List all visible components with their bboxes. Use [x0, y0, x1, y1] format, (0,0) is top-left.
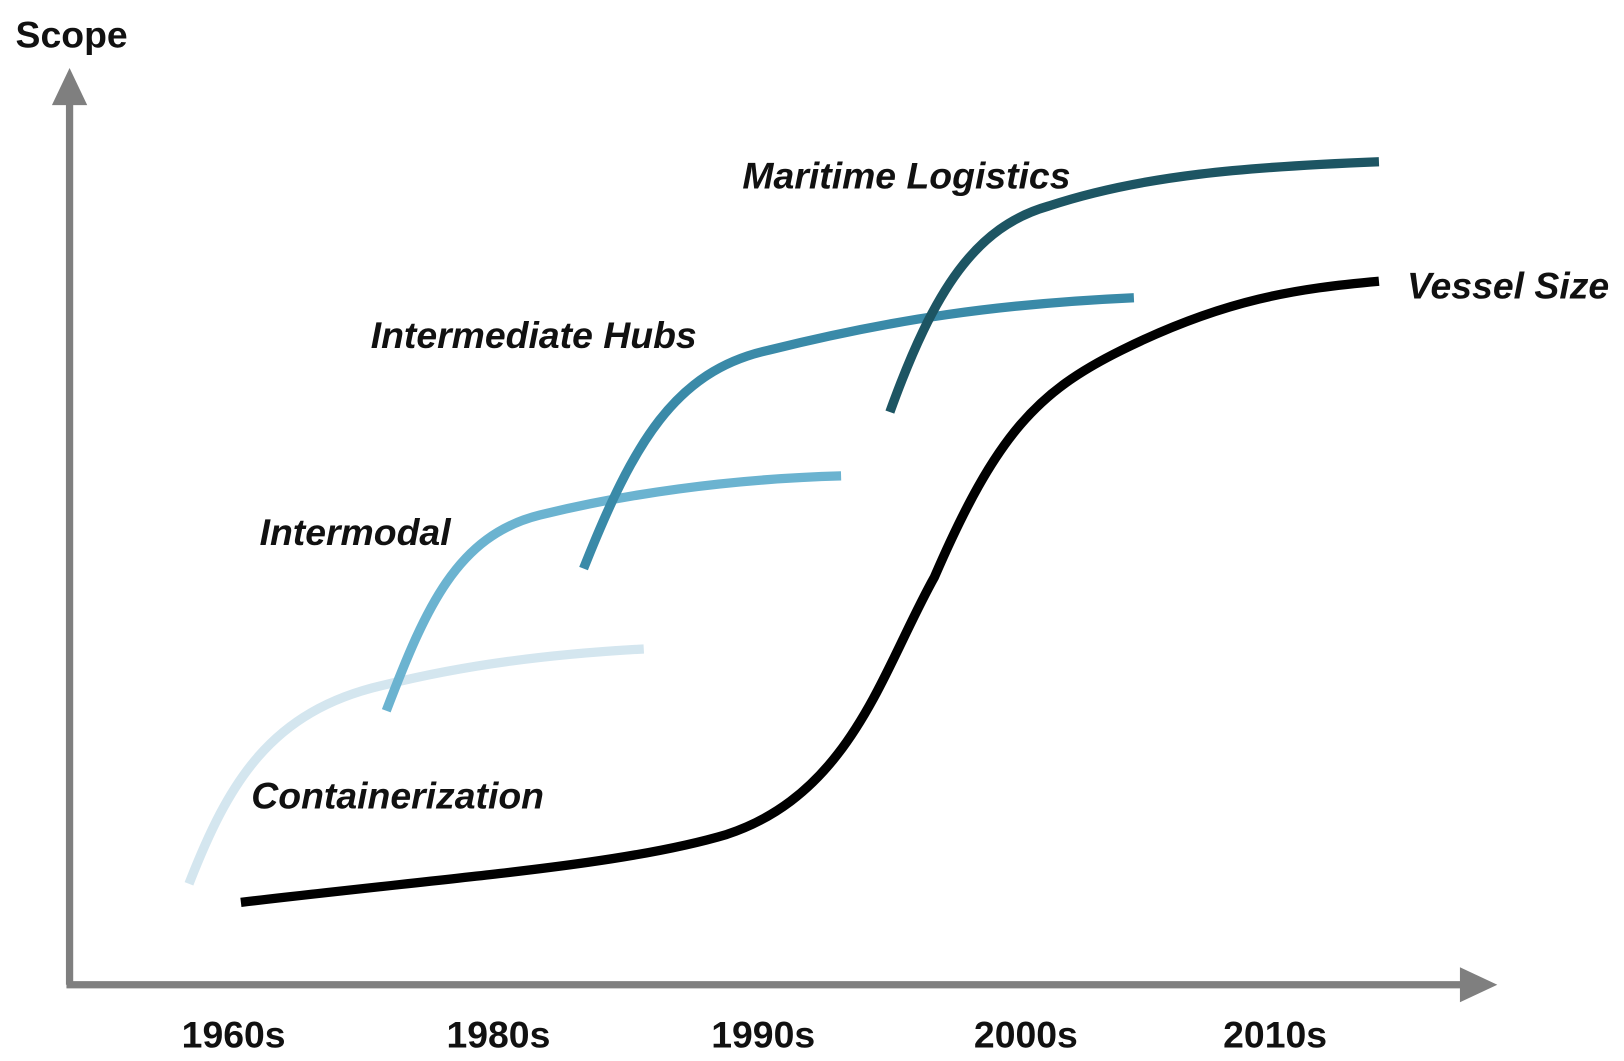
vessel-size-curve: [240, 276, 1380, 907]
curve-label: Containerization: [251, 775, 544, 817]
x-label: 2000s: [974, 1014, 1078, 1056]
y-axis-arrow: [51, 67, 88, 106]
curve-label: Maritime Logistics: [742, 155, 1070, 197]
x-label: 1990s: [711, 1014, 815, 1056]
x-label: 2010s: [1223, 1014, 1327, 1056]
containerization-curve: [184, 644, 645, 886]
x-label: 1960s: [182, 1014, 286, 1056]
curve-label: Vessel Size: [1407, 265, 1609, 307]
y-axis-label: Scope: [16, 14, 128, 56]
x-label: 1980s: [446, 1014, 550, 1056]
x-axis-arrow: [1459, 967, 1498, 1003]
intermediate-hubs-curve: [579, 293, 1135, 571]
intermodal-curve: [381, 471, 842, 713]
curve-label: Intermodal: [260, 511, 452, 553]
curve-label: Intermediate Hubs: [371, 314, 697, 356]
maritime-logistics-curve: [885, 157, 1380, 414]
